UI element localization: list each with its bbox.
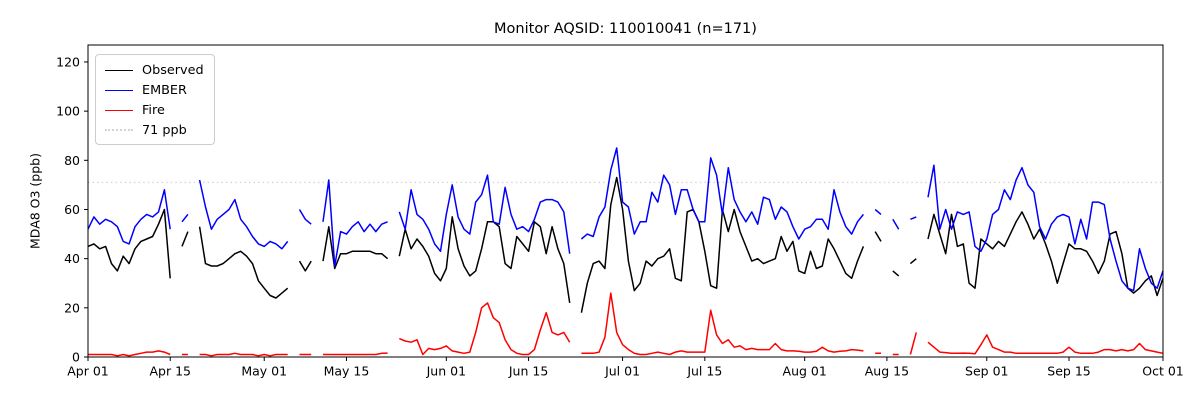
legend-item-fire: Fire xyxy=(105,102,204,118)
x-tick-label: May 15 xyxy=(324,364,370,379)
observed-line-swatch xyxy=(105,69,133,71)
x-tick-label: Jun 01 xyxy=(426,364,466,379)
y-tick-label: 20 xyxy=(64,300,80,315)
x-tick-label: Jun 15 xyxy=(508,364,548,379)
threshold-line-swatch xyxy=(105,129,133,131)
y-tick-label: 40 xyxy=(64,251,80,266)
y-tick-label: 0 xyxy=(72,350,80,365)
legend-item-observed: Observed xyxy=(105,62,204,78)
x-tick-label: Apr 01 xyxy=(67,364,109,379)
series-line-ember xyxy=(87,147,1164,292)
ember-line-swatch xyxy=(105,89,133,91)
legend: Observed EMBER Fire 71 ppb xyxy=(95,54,215,145)
x-tick-label: Apr 15 xyxy=(149,364,191,379)
axes-box xyxy=(87,44,1164,358)
x-tick-label: Jul 01 xyxy=(604,364,640,379)
y-tick-label: 100 xyxy=(56,104,80,119)
legend-item-ember: EMBER xyxy=(105,82,204,98)
legend-label: Fire xyxy=(142,102,165,118)
y-tick-label: 80 xyxy=(64,153,80,168)
legend-label: Observed xyxy=(142,62,204,78)
x-tick-label: Jul 15 xyxy=(686,364,722,379)
x-tick-label: May 01 xyxy=(241,364,287,379)
y-axis-label: MDA8 O3 (ppb) xyxy=(27,153,43,249)
chart-title: Monitor AQSID: 110010041 (n=171) xyxy=(494,21,757,37)
legend-item-threshold: 71 ppb xyxy=(105,122,204,138)
x-tick-label: Sep 15 xyxy=(1047,364,1090,379)
legend-label: EMBER xyxy=(142,82,187,98)
y-tick-label: 120 xyxy=(56,54,80,69)
x-tick-label: Oct 01 xyxy=(1142,364,1184,379)
x-tick-label: Aug 01 xyxy=(783,364,827,379)
x-tick-label: Aug 15 xyxy=(865,364,909,379)
series-line-fire xyxy=(88,292,1164,357)
legend-label: 71 ppb xyxy=(142,122,187,138)
y-tick-label: 60 xyxy=(64,202,80,217)
x-tick-label: Sep 01 xyxy=(965,364,1008,379)
fire-line-swatch xyxy=(105,109,133,111)
